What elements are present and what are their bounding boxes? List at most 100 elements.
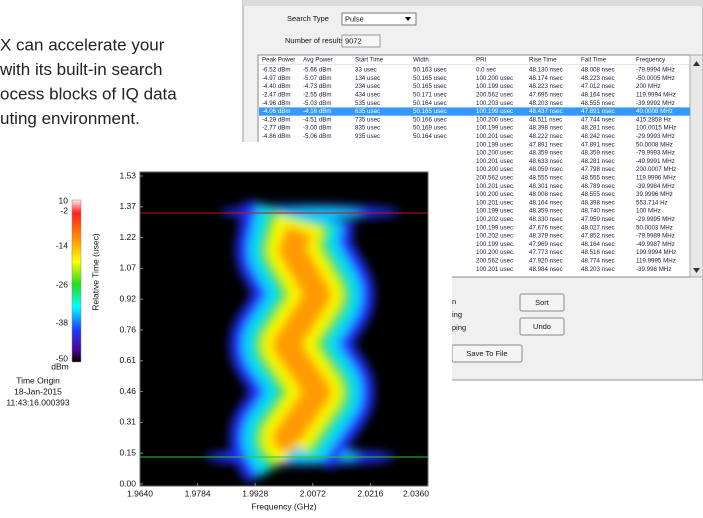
table-cell: 100.201 usec	[476, 199, 513, 206]
results-value: 9072	[345, 36, 362, 45]
table-cell: 50.165 usec	[413, 75, 447, 82]
table-cell: 48.164 nsec	[529, 199, 563, 206]
y-tick-label: 1.22	[119, 232, 136, 242]
table-cell: 48.398 nsec	[529, 125, 563, 132]
table-cell: 100.199 usec	[476, 208, 513, 215]
table-cell: 39.9996 MHz	[636, 191, 673, 198]
table-cell: 50.171 usec	[413, 92, 447, 99]
table-cell: 119.9994 MHz	[636, 92, 676, 99]
table-cell: -5.03 dBm	[303, 100, 332, 107]
table-cell: 100.200 usec	[476, 166, 513, 173]
table-cell: -49.9987 MHz	[636, 241, 675, 248]
x-tick-label: 1.9640	[127, 488, 153, 498]
table-cell: 100.199 usec	[476, 224, 513, 231]
table-cell: 48.281 nsec	[581, 125, 615, 132]
table-cell: 48.008 nsec	[529, 191, 563, 198]
table-cell: 48.164 nsec	[581, 92, 615, 99]
intro-line: ocess blocks of IQ data	[0, 84, 177, 103]
table-cell: 48.203 nsec	[581, 266, 615, 273]
table-cell: 48.633 nsec	[529, 158, 563, 165]
scroll-down[interactable]	[693, 268, 700, 273]
table-cell: 47.852 nsec	[581, 233, 615, 240]
table-cell: 935 usec	[355, 133, 380, 140]
column-header: Start Time	[355, 57, 384, 64]
table-cell: 48.164 nsec	[581, 241, 615, 248]
colorbar	[71, 199, 82, 363]
table-cell: 100.200 usec	[476, 75, 513, 82]
table-cell: 48.130 nsec	[529, 67, 563, 74]
y-tick-label: 0.92	[119, 293, 136, 303]
option-label: n	[452, 297, 456, 306]
search-type-value: Pulse	[345, 14, 364, 23]
table-cell: 200.562 usec	[476, 92, 513, 99]
table-cell: 48.174 nsec	[529, 75, 563, 82]
y-tick-label: 0.61	[119, 355, 136, 365]
table-cell: -4.73 dBm	[303, 83, 332, 90]
table-cell: 47.744 nsec	[581, 116, 615, 123]
intro-line: with its built-in search	[0, 60, 163, 79]
table-cell: 100.200 usec	[476, 191, 513, 198]
table-cell: 48.330 nsec	[529, 216, 563, 223]
table-cell: 48.555 nsec	[581, 191, 615, 198]
table-cell: 100.203 usec	[476, 100, 513, 107]
table-cell: -3.00 dBm	[303, 125, 332, 132]
table-cell: 40.0008 MHz	[636, 108, 673, 115]
table-cell: 0.0 sec	[476, 67, 496, 74]
table-cell: -39.9984 MHz	[636, 183, 675, 190]
table-cell: 48.223 nsec	[529, 83, 563, 90]
table-cell: -50.0005 MHz	[636, 75, 675, 82]
table-cell: 50.163 usec	[413, 67, 447, 74]
table-cell: 50.164 usec	[413, 133, 447, 140]
table-cell: 100 MHz	[636, 208, 661, 215]
table-cell: 48.223 nsec	[581, 75, 615, 82]
y-tick-label: 1.37	[119, 201, 136, 211]
table-cell: -49.9991 MHz	[636, 158, 675, 165]
y-tick-label: 1.53	[119, 170, 136, 180]
scrollbar[interactable]	[689, 54, 703, 278]
scroll-up[interactable]	[693, 61, 700, 66]
table-cell: 47.891 nsec	[581, 141, 615, 148]
table-cell: 200.562 usec	[476, 175, 513, 182]
table-cell: 48.359 nsec	[581, 150, 615, 157]
table-cell: 50.166 usec	[413, 116, 447, 123]
table-cell: 100.200 usec	[476, 150, 513, 157]
table-cell: 47.891 nsec	[529, 141, 563, 148]
table-cell: 50.0008 MHz	[636, 141, 673, 148]
y-axis-label: Relative Time (usec)	[90, 233, 100, 311]
column-header: Rise Time	[529, 57, 557, 64]
search-type-label: Search Type	[287, 14, 329, 23]
table-cell: 100.201 usec	[476, 183, 513, 190]
table-cell: 200.0007 MHz	[636, 166, 676, 173]
table-cell: 835 usec	[355, 125, 380, 132]
table-cell: -39.998 MHz	[636, 266, 671, 273]
option-label: ping	[452, 323, 466, 332]
y-tick-label: 0.15	[119, 447, 136, 457]
x-tick-label: 1.9928	[242, 488, 268, 498]
table-cell: 48.301 nsec	[529, 183, 563, 190]
table-cell: -5.66 dBm	[303, 67, 332, 74]
colorbar-tick-label: -2	[60, 205, 68, 215]
table-cell: 48.222 nsec	[529, 133, 563, 140]
table-cell: -2.77 dBm	[262, 125, 291, 132]
selected-row	[259, 107, 690, 116]
table-cell: 48.516 nsec	[581, 249, 615, 256]
y-tick-label: 0.76	[119, 324, 136, 334]
table-cell: -79.9994 MHz	[636, 67, 675, 74]
table-cell: 48.281 nsec	[581, 158, 615, 165]
results-field	[341, 34, 381, 48]
undo-button[interactable]	[519, 317, 565, 336]
table-cell: 535 usec	[355, 100, 380, 107]
table-cell: 100.201 usec	[476, 266, 513, 273]
table-cell: 48.203 nsec	[529, 100, 563, 107]
table-cell: 48.437 nsec	[529, 108, 563, 115]
table-cell: 735 usec	[355, 116, 380, 123]
column-header: Frequency	[636, 57, 666, 64]
table-cell: 48.027 nsec	[581, 224, 615, 231]
search-type-dropdown[interactable]	[341, 12, 417, 26]
column-header: Peak Power	[262, 57, 295, 64]
table-cell: 48.359 nsec	[529, 208, 563, 215]
table-cell: 47.920 nsec	[529, 258, 563, 265]
table-cell: 48.398 nsec	[581, 199, 615, 206]
table-cell: -4.86 dBm	[262, 133, 291, 140]
sort-button[interactable]	[519, 293, 565, 312]
